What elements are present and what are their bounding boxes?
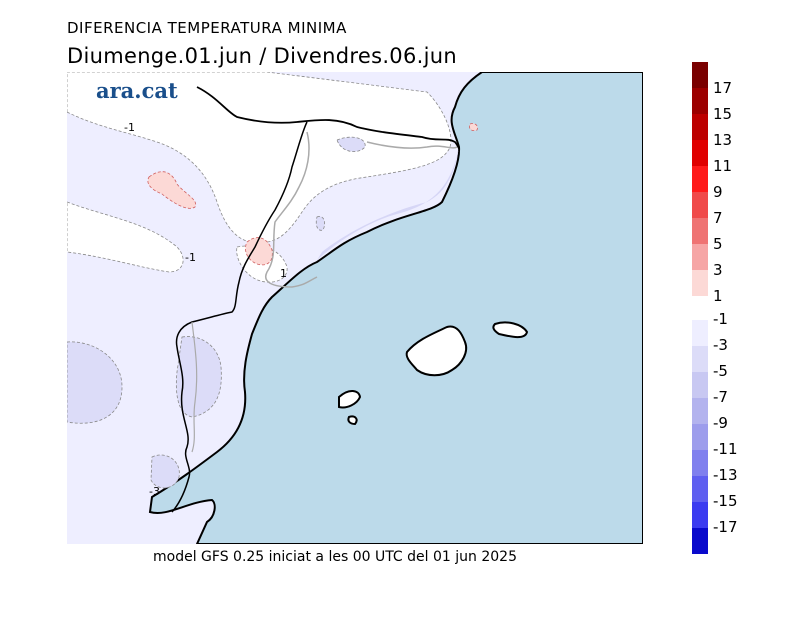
ara-logo: ara.cat bbox=[96, 78, 178, 103]
colorbar-swatch-warm bbox=[692, 218, 708, 244]
ibiza bbox=[338, 390, 362, 409]
colorbar-swatch-cool bbox=[692, 450, 708, 476]
colorbar-swatch-warm bbox=[692, 114, 708, 140]
contour-label: -3 bbox=[149, 485, 160, 498]
colorbar bbox=[692, 62, 708, 554]
colorbar-tick-label: 15 bbox=[713, 105, 733, 123]
colorbar-swatch-warm bbox=[692, 192, 708, 218]
colorbar-tick-label: 13 bbox=[713, 131, 733, 149]
colorbar-tick-label: -9 bbox=[713, 414, 728, 432]
model-caption: model GFS 0.25 iniciat a les 00 UTC del … bbox=[153, 549, 517, 565]
colorbar-swatch-warm bbox=[692, 166, 708, 192]
chart-title: DIFERENCIA TEMPERATURA MINIMA bbox=[67, 19, 347, 37]
colorbar-swatch-warm bbox=[692, 270, 708, 296]
colorbar-swatch-cool bbox=[692, 346, 708, 372]
formentera bbox=[347, 415, 358, 426]
colorbar-tick-label: -7 bbox=[713, 388, 728, 406]
colorbar-swatch-cool bbox=[692, 372, 708, 398]
colorbar-tick-label: -17 bbox=[713, 518, 738, 536]
contour-label: -1 bbox=[185, 251, 196, 264]
neutral-zone bbox=[67, 72, 452, 244]
colorbar-tick-label: 7 bbox=[713, 209, 723, 227]
cool-zone bbox=[175, 336, 222, 418]
colorbar-tick-label: 11 bbox=[713, 157, 733, 175]
colorbar-tick-label: -1 bbox=[713, 310, 728, 328]
chart-subtitle: Diumenge.01.jun / Divendres.06.jun bbox=[67, 44, 457, 68]
colorbar-swatch-warm bbox=[692, 88, 708, 114]
contour-label: -1 bbox=[124, 121, 135, 134]
colorbar-tick-label: -11 bbox=[713, 440, 738, 458]
colorbar-tick-label: 9 bbox=[713, 183, 723, 201]
region-border bbox=[171, 121, 308, 513]
contour-label: 1 bbox=[280, 267, 287, 280]
colorbar-swatch-cool bbox=[692, 502, 708, 528]
colorbar-tick-label: 1 bbox=[713, 287, 723, 305]
border-line bbox=[196, 86, 460, 150]
colorbar-swatch-warm bbox=[692, 62, 708, 88]
colorbar-tick-label: -5 bbox=[713, 362, 728, 380]
mallorca bbox=[405, 325, 468, 377]
warm-zone bbox=[147, 171, 197, 209]
colorbar-swatch-cool bbox=[692, 528, 708, 554]
colorbar-tick-label: -3 bbox=[713, 336, 728, 354]
map-panel: -1 -1 1 -3 bbox=[67, 72, 643, 544]
colorbar-tick-label: 5 bbox=[713, 235, 723, 253]
colorbar-swatch-cool bbox=[692, 476, 708, 502]
colorbar-tick-label: -15 bbox=[713, 492, 738, 510]
colorbar-tick-label: 3 bbox=[713, 261, 723, 279]
colorbar-swatch-warm bbox=[692, 244, 708, 270]
menorca bbox=[492, 321, 529, 339]
colorbar-tick-label: -13 bbox=[713, 466, 738, 484]
colorbar-tick-label: 17 bbox=[713, 79, 733, 97]
colorbar-swatch-warm bbox=[692, 140, 708, 166]
colorbar-swatch-cool bbox=[692, 424, 708, 450]
colorbar-swatch-cool bbox=[692, 320, 708, 346]
colorbar-swatch-cool bbox=[692, 398, 708, 424]
